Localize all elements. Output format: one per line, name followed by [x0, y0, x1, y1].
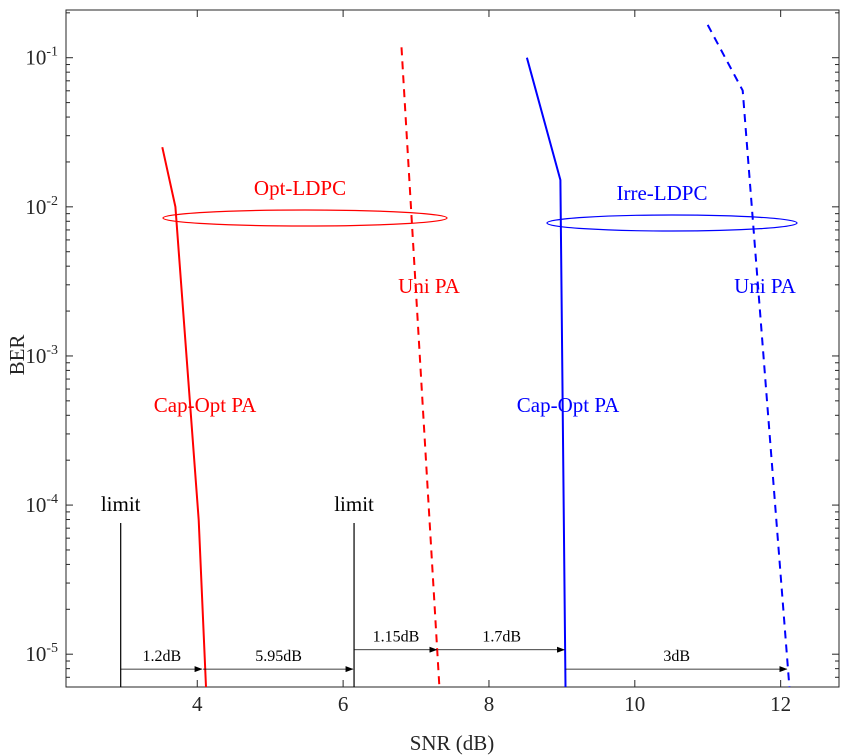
gap-label: 5.95dB [255, 648, 302, 665]
opt-ldpc-ellipse [162, 209, 448, 227]
gap-label: 1.7dB [482, 629, 521, 646]
gap-label: 1.15dB [373, 629, 420, 646]
x-tick-label: 6 [338, 692, 349, 716]
y-tick-label: 10-1 [25, 45, 58, 70]
y-tick-exponent: -4 [46, 492, 58, 507]
y-tick-exponent: -5 [46, 641, 58, 656]
plot-frame [65, 9, 840, 688]
series-layer [161, 24, 791, 688]
y-tick-base: 10 [25, 642, 46, 666]
y-axis: 10-510-410-310-210-1 [25, 12, 839, 678]
limit-layer: limit limit [101, 492, 374, 687]
series-line-3 [525, 57, 567, 688]
uni-pa-red-label: Uni PA [398, 274, 461, 298]
x-axis: 4 6 8 10 12 [192, 10, 791, 716]
y-tick-base: 10 [25, 195, 46, 219]
series-line-2 [400, 47, 441, 688]
y-tick-exponent: -2 [46, 194, 58, 209]
limit-label: limit [334, 492, 374, 516]
gap-arrow-layer: 1.2dB 5.95dB 1.15dB 1.7dB 3dB [120, 629, 788, 673]
y-tick-exponent: -1 [46, 45, 58, 60]
irre-ldpc-label: Irre-LDPC [617, 181, 708, 205]
y-tick-label: 10-3 [25, 343, 58, 368]
cap-opt-blue-label: Cap-Opt PA [517, 393, 620, 417]
gap-label: 1.2dB [143, 648, 182, 665]
uni-pa-blue-label: Uni PA [734, 274, 797, 298]
x-tick-label: 4 [192, 692, 203, 716]
y-axis-label: BER [5, 335, 29, 376]
cap-opt-red-label: Cap-Opt PA [154, 393, 257, 417]
y-tick-base: 10 [25, 493, 46, 517]
x-tick-label: 8 [484, 692, 495, 716]
x-tick-label: 10 [624, 692, 645, 716]
y-tick-base: 10 [25, 46, 46, 70]
y-tick-base: 10 [25, 344, 46, 368]
limit-label: limit [101, 492, 141, 516]
x-tick-label: 12 [770, 692, 791, 716]
gap-label: 3dB [663, 648, 690, 665]
irre-ldpc-ellipse [546, 214, 798, 232]
y-tick-label: 10-2 [25, 194, 58, 219]
y-tick-exponent: -3 [46, 343, 58, 358]
y-tick-label: 10-4 [25, 492, 58, 517]
series-line-1 [161, 146, 207, 688]
opt-ldpc-label: Opt-LDPC [254, 176, 346, 200]
x-axis-label: SNR (dB) [410, 731, 495, 755]
series-line-4 [706, 24, 791, 688]
y-tick-label: 10-5 [25, 641, 58, 666]
